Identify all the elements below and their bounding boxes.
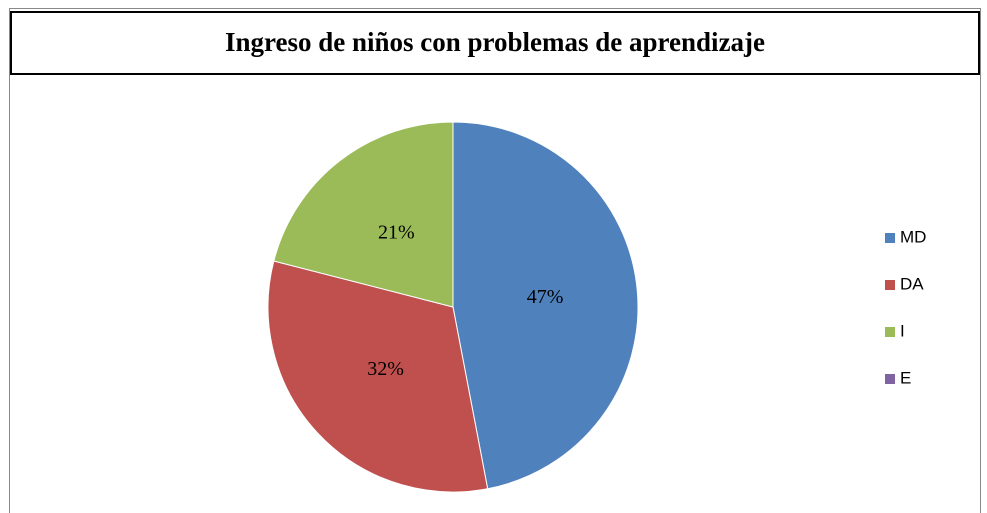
legend-swatch: [885, 280, 895, 290]
legend-label: I: [900, 321, 905, 340]
data-label: 47%: [527, 286, 564, 308]
chart-title: Ingreso de niños con problemas de aprend…: [225, 27, 765, 57]
legend-label: E: [900, 368, 911, 387]
legend-swatch: [885, 233, 895, 243]
pie-slice: [452, 121, 639, 490]
title-box: [10, 11, 980, 75]
legend-label: DA: [900, 274, 924, 293]
data-label: 21%: [378, 222, 415, 244]
legend-label: MD: [900, 227, 926, 246]
legend-swatch: [885, 327, 895, 337]
pie-slice: [273, 121, 454, 308]
data-label: 32%: [367, 358, 404, 380]
pie-slice: [267, 260, 489, 493]
legend-swatch: [885, 374, 895, 384]
